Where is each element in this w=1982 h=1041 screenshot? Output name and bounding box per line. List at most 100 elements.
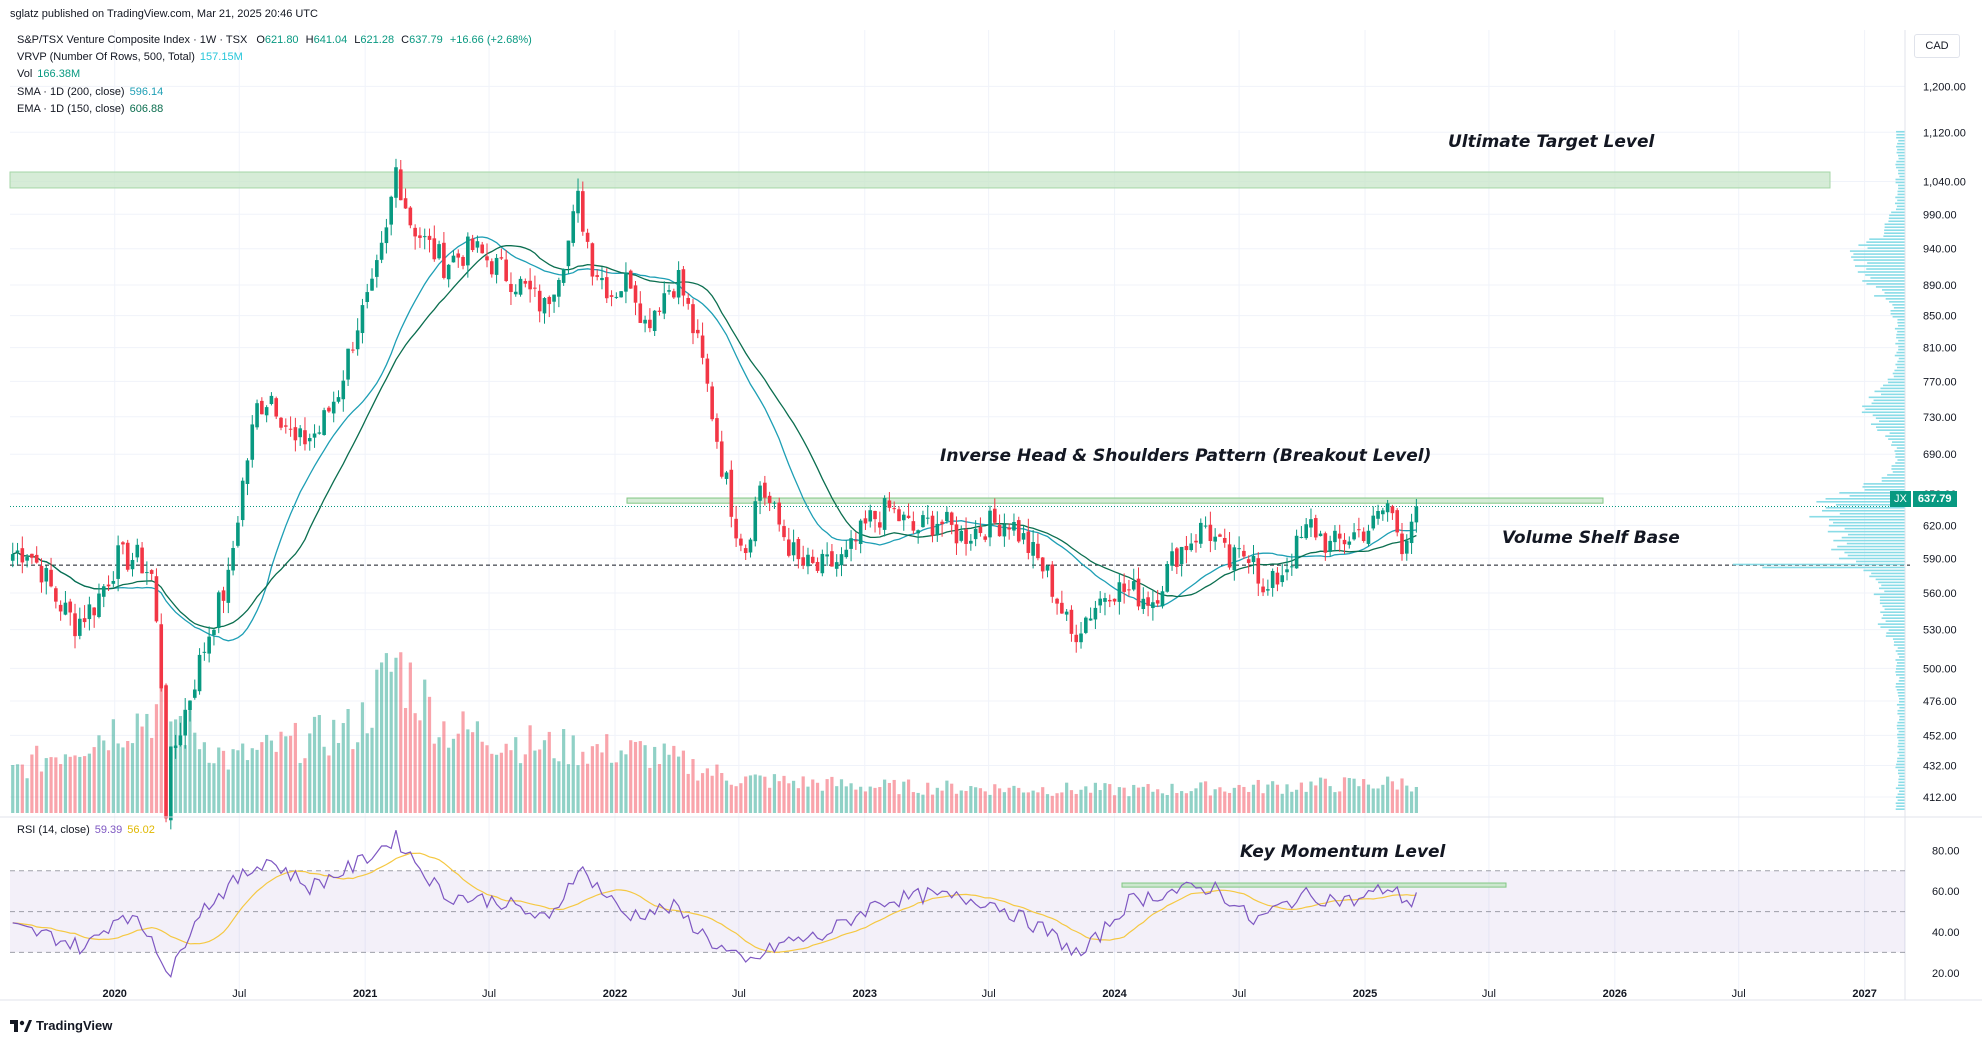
close-value: 637.79 (409, 34, 443, 46)
candle (734, 505, 738, 547)
volume-bar (1347, 778, 1351, 813)
vrvp-row (1885, 435, 1905, 437)
candle-body (1404, 540, 1409, 554)
candle (791, 529, 796, 562)
volume-bar (427, 696, 432, 813)
candle (930, 510, 935, 543)
candle (1069, 605, 1074, 642)
candle (858, 518, 863, 554)
candle (231, 540, 235, 576)
candle-body (878, 522, 882, 528)
ema-legend[interactable]: EMA · 1D (150, close) 606.88 (17, 103, 163, 115)
vrvp-row (1896, 145, 1905, 148)
volume-bar (715, 764, 719, 813)
vrvp-row (1872, 414, 1905, 417)
sma-legend[interactable]: SMA · 1D (200, close) 596.14 (17, 86, 163, 98)
candle-body (164, 685, 168, 819)
volume-bar (835, 786, 839, 813)
candle (945, 506, 949, 524)
volume-bar (820, 790, 824, 813)
candle (1021, 525, 1026, 545)
vrvp-row (1868, 396, 1905, 399)
candle (868, 504, 873, 528)
candle (336, 390, 341, 404)
candle (533, 275, 537, 297)
volume-bar (274, 751, 278, 813)
time-tick-label: 2021 (353, 988, 377, 1000)
candle (341, 370, 346, 412)
candle-body (552, 294, 556, 302)
candle (523, 278, 528, 288)
volume-bar (317, 715, 321, 813)
volume-bar (815, 782, 820, 813)
candle (906, 503, 911, 519)
candle (188, 700, 192, 722)
currency-selector[interactable]: CAD (1914, 34, 1960, 58)
volume-bar (533, 750, 537, 813)
volume-bar (518, 763, 523, 813)
volume-bar (322, 746, 326, 813)
candle (1285, 557, 1289, 581)
vol-legend[interactable]: Vol 166.38M (17, 68, 80, 80)
candle-body (260, 400, 264, 415)
vrvp-row (1897, 721, 1905, 724)
candle (1064, 608, 1069, 621)
candle (370, 268, 374, 291)
candle (1337, 524, 1342, 552)
candle (973, 520, 978, 547)
candle-body (758, 485, 762, 501)
volume-bar (1112, 795, 1117, 813)
candle (729, 460, 734, 528)
vrvp-legend[interactable]: VRVP (Number Of Rows, 500, Total) 157.15M (17, 51, 243, 63)
volume-bar (63, 754, 68, 813)
candle (39, 558, 44, 593)
volume-bar (212, 763, 216, 813)
candle (466, 232, 470, 278)
candle (1117, 573, 1122, 615)
vrvp-row (1762, 566, 1905, 569)
candle (753, 496, 758, 547)
candle-body (1093, 607, 1098, 620)
volume-bar (1237, 784, 1241, 813)
vrvp-row (1885, 620, 1905, 622)
candle-body (101, 586, 106, 597)
candle-body (1395, 510, 1400, 533)
candle-body (418, 235, 422, 238)
candle-body (1088, 618, 1093, 621)
candle-body (1184, 545, 1189, 551)
candle-body (145, 572, 149, 574)
candle (197, 648, 202, 695)
rsi-legend[interactable]: RSI (14, close) 59.39 56.02 (17, 824, 155, 836)
volume-bar (1180, 791, 1184, 813)
candle (106, 575, 111, 592)
vrvp-row (1894, 369, 1905, 372)
symbol-title[interactable]: S&P/TSX Venture Composite Index · 1W · T… (17, 34, 248, 46)
candle-body (78, 618, 82, 636)
vrvp-row (1883, 384, 1905, 387)
candle (1309, 508, 1313, 538)
candle-body (1261, 586, 1265, 593)
candle (269, 392, 274, 406)
vrvp-row (1895, 659, 1905, 661)
shelf-annotation: Volume Shelf Base (1502, 528, 1680, 548)
vrvp-row (1890, 309, 1905, 312)
candle-body (1208, 524, 1213, 542)
candle-body (212, 629, 216, 636)
vrvp-row (1895, 456, 1905, 458)
volume-bar (356, 742, 360, 813)
candle (983, 534, 988, 543)
candle (307, 433, 312, 451)
candle-body (408, 207, 413, 226)
vrvp-row (1898, 778, 1905, 781)
volume-bar (293, 722, 297, 813)
candle-body (609, 295, 614, 297)
vrvp-row (1898, 357, 1905, 360)
vrvp-row (1895, 181, 1905, 184)
candle-body (92, 607, 96, 616)
candle (916, 529, 920, 544)
candle-body (978, 527, 983, 534)
candle-body (360, 305, 365, 334)
vrvp-row (1825, 506, 1905, 509)
candle (662, 281, 667, 320)
